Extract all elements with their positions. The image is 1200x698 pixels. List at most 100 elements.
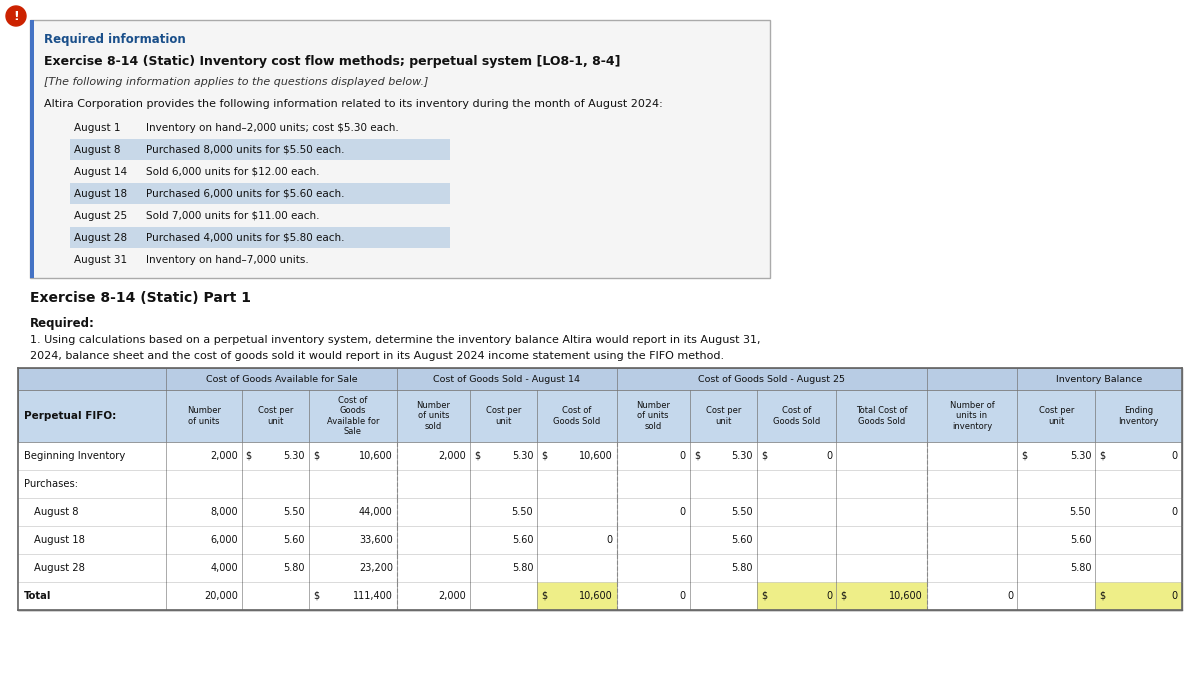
Text: 0: 0 (1172, 591, 1178, 601)
Text: 23,200: 23,200 (359, 563, 392, 573)
Bar (18, 554, 1182, 582)
Text: 5.80: 5.80 (732, 563, 754, 573)
Text: [The following information applies to the questions displayed below.]: [The following information applies to th… (44, 77, 428, 87)
Text: $: $ (1099, 451, 1105, 461)
Text: 5.60: 5.60 (732, 535, 754, 545)
Text: 10,600: 10,600 (578, 451, 613, 461)
Text: Purchases:: Purchases: (24, 479, 78, 489)
Text: 0: 0 (1007, 591, 1013, 601)
Text: 5.30: 5.30 (283, 451, 305, 461)
Text: August 28: August 28 (74, 233, 127, 243)
Bar (18, 498, 1182, 526)
Text: 5.30: 5.30 (1069, 451, 1091, 461)
Text: Cost of Goods Sold - August 25: Cost of Goods Sold - August 25 (698, 375, 845, 383)
Text: Inventory Balance: Inventory Balance (1056, 375, 1142, 383)
Text: Cost per
unit: Cost per unit (258, 406, 293, 426)
Text: 6,000: 6,000 (210, 535, 238, 545)
Text: 5.30: 5.30 (511, 451, 533, 461)
Text: $: $ (761, 591, 767, 601)
Text: August 18: August 18 (34, 535, 85, 545)
Text: 5.50: 5.50 (283, 507, 305, 517)
Text: Cost of Goods Available for Sale: Cost of Goods Available for Sale (205, 375, 358, 383)
Text: $: $ (541, 451, 547, 461)
Text: Number of
units in
inventory: Number of units in inventory (949, 401, 995, 431)
Text: Required information: Required information (44, 34, 186, 47)
Text: !: ! (13, 10, 19, 22)
Text: Purchased 6,000 units for $5.60 each.: Purchased 6,000 units for $5.60 each. (146, 189, 344, 199)
Text: Perpetual FIFO:: Perpetual FIFO: (24, 411, 116, 421)
Text: $: $ (246, 451, 252, 461)
Text: Cost per
unit: Cost per unit (706, 406, 742, 426)
Text: August 8: August 8 (34, 507, 78, 517)
Text: $: $ (313, 591, 319, 601)
Text: 33,600: 33,600 (359, 535, 392, 545)
Text: 20,000: 20,000 (204, 591, 238, 601)
Text: 0: 0 (679, 451, 686, 461)
Text: 5.60: 5.60 (511, 535, 533, 545)
Text: Cost per
unit: Cost per unit (486, 406, 521, 426)
Text: 5.80: 5.80 (511, 563, 533, 573)
Text: Beginning Inventory: Beginning Inventory (24, 451, 125, 461)
Text: Purchased 8,000 units for $5.50 each.: Purchased 8,000 units for $5.50 each. (146, 145, 344, 155)
Bar (18, 582, 1182, 610)
Text: 5.50: 5.50 (732, 507, 754, 517)
Text: $: $ (541, 591, 547, 601)
Text: 0: 0 (679, 591, 686, 601)
Text: August 25: August 25 (74, 211, 127, 221)
Text: 0: 0 (827, 591, 833, 601)
Text: Cost of Goods Sold - August 14: Cost of Goods Sold - August 14 (433, 375, 581, 383)
Text: Exercise 8-14 (Static) Inventory cost flow methods; perpetual system [LO8-1, 8-4: Exercise 8-14 (Static) Inventory cost fl… (44, 56, 620, 68)
Text: Total Cost of
Goods Sold: Total Cost of Goods Sold (856, 406, 907, 426)
Text: 0: 0 (1172, 451, 1178, 461)
Text: Inventory on hand–2,000 units; cost $5.30 each.: Inventory on hand–2,000 units; cost $5.3… (146, 123, 398, 133)
Text: $: $ (313, 451, 319, 461)
Text: Sold 7,000 units for $11.00 each.: Sold 7,000 units for $11.00 each. (146, 211, 319, 221)
Text: 10,600: 10,600 (359, 451, 392, 461)
Text: 0: 0 (606, 535, 613, 545)
Text: 10,600: 10,600 (889, 591, 923, 601)
Bar (18, 368, 1182, 610)
Bar (70, 183, 450, 204)
Text: 8,000: 8,000 (210, 507, 238, 517)
Bar (757, 582, 836, 610)
Text: $: $ (1099, 591, 1105, 601)
Text: 1. Using calculations based on a perpetual inventory system, determine the inven: 1. Using calculations based on a perpetu… (30, 335, 761, 345)
Text: Total: Total (24, 591, 52, 601)
Bar (1096, 582, 1182, 610)
Bar (70, 227, 450, 248)
Bar (70, 139, 450, 160)
Bar (18, 442, 1182, 470)
Text: 5.50: 5.50 (1069, 507, 1091, 517)
Bar (18, 390, 1182, 442)
Text: August 1: August 1 (74, 123, 120, 133)
Text: 2,000: 2,000 (438, 591, 466, 601)
Text: Cost of
Goods
Available for
Sale: Cost of Goods Available for Sale (326, 396, 379, 436)
Text: August 28: August 28 (34, 563, 85, 573)
Text: 0: 0 (1172, 507, 1178, 517)
Text: 0: 0 (827, 451, 833, 461)
Bar (18, 526, 1182, 554)
Text: Cost of
Goods Sold: Cost of Goods Sold (773, 406, 821, 426)
Text: 10,600: 10,600 (578, 591, 613, 601)
Text: Purchased 4,000 units for $5.80 each.: Purchased 4,000 units for $5.80 each. (146, 233, 344, 243)
Text: $: $ (761, 451, 767, 461)
Text: 5.80: 5.80 (283, 563, 305, 573)
Text: 44,000: 44,000 (359, 507, 392, 517)
Text: August 14: August 14 (74, 167, 127, 177)
Text: Required:: Required: (30, 316, 95, 329)
Text: Cost per
unit: Cost per unit (1038, 406, 1074, 426)
Text: 2,000: 2,000 (210, 451, 238, 461)
Text: 5.30: 5.30 (732, 451, 754, 461)
Bar (836, 582, 926, 610)
Text: Number
of units
sold: Number of units sold (636, 401, 671, 431)
Bar (538, 582, 617, 610)
Text: 4,000: 4,000 (210, 563, 238, 573)
Bar (30, 20, 34, 278)
Text: Inventory on hand–7,000 units.: Inventory on hand–7,000 units. (146, 255, 308, 265)
Text: August 31: August 31 (74, 255, 127, 265)
Circle shape (6, 6, 26, 26)
Text: $: $ (840, 591, 846, 601)
Text: Sold 6,000 units for $12.00 each.: Sold 6,000 units for $12.00 each. (146, 167, 319, 177)
Text: $: $ (1021, 451, 1027, 461)
Text: $: $ (474, 451, 480, 461)
